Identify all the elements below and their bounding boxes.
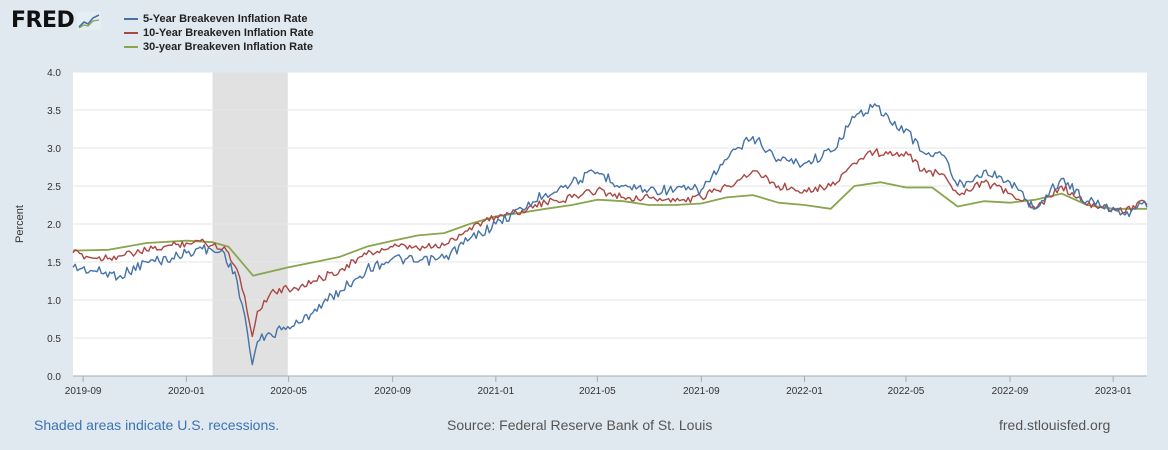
x-tick-label: 2021-09	[683, 386, 720, 397]
x-tick-label: 2022-01	[786, 386, 823, 397]
y-tick-label: 3.0	[47, 144, 61, 155]
y-tick-label: 3.5	[47, 106, 61, 117]
chart-logo-icon	[77, 11, 102, 30]
series-line-2	[72, 181, 1147, 277]
legend: 5-Year Breakeven Inflation Rate 10-Year …	[124, 12, 314, 54]
y-tick-label: 2.0	[47, 220, 61, 231]
series-line-1	[72, 148, 1148, 338]
logo-text: FRED	[11, 8, 75, 33]
legend-item-5yr[interactable]: 5-Year Breakeven Inflation Rate	[124, 12, 314, 26]
x-tick-label: 2019-09	[65, 386, 102, 397]
x-tick-label: 2022-05	[888, 386, 925, 397]
site-link[interactable]: fred.stlouisfed.org	[999, 417, 1111, 433]
legend-swatch-30yr	[124, 46, 138, 48]
x-tick-label: 2021-01	[477, 386, 514, 397]
y-axis-label: Percent	[14, 205, 26, 243]
y-tick-label: 2.5	[47, 182, 61, 193]
x-tick-label: 2020-01	[168, 386, 205, 397]
x-tick-label: 2020-09	[374, 386, 411, 397]
x-tick-label: 2022-09	[992, 386, 1029, 397]
legend-swatch-10yr	[124, 32, 138, 34]
x-tick-label: 2021-05	[579, 386, 616, 397]
fred-logo[interactable]: FRED	[11, 8, 102, 33]
y-tick-layer: 0.0 0.5 1.0 1.5 2.0 2.5 3.0 3.5 4.0	[47, 68, 61, 383]
legend-item-10yr[interactable]: 10-Year Breakeven Inflation Rate	[124, 26, 314, 40]
legend-item-30yr[interactable]: 30-year Breakeven Inflation Rate	[124, 40, 314, 54]
legend-swatch-5yr	[124, 18, 138, 20]
legend-label-10yr: 10-Year Breakeven Inflation Rate	[143, 27, 314, 39]
x-tick-label: 2020-05	[270, 386, 307, 397]
legend-label-5yr: 5-Year Breakeven Inflation Rate	[143, 13, 308, 25]
grid-layer	[73, 71, 1147, 339]
source-text: Source: Federal Reserve Bank of St. Loui…	[447, 417, 713, 433]
y-tick-label: 0.5	[47, 334, 61, 345]
y-tick-label: 1.0	[47, 296, 61, 307]
series-line-0	[72, 103, 1148, 366]
x-tick-layer: 2019-09 2020-01 2020-05 2020-09 2021-01 2021-…	[65, 376, 1132, 397]
y-tick-label: 0.0	[47, 372, 61, 383]
series-layer	[72, 103, 1148, 366]
x-tick-label: 2023-01	[1095, 386, 1132, 397]
legend-label-30yr: 30-year Breakeven Inflation Rate	[143, 41, 313, 53]
y-tick-label: 4.0	[47, 68, 61, 79]
y-tick-label: 1.5	[47, 258, 61, 269]
recession-note-link[interactable]: Shaded areas indicate U.S. recessions.	[34, 417, 280, 433]
